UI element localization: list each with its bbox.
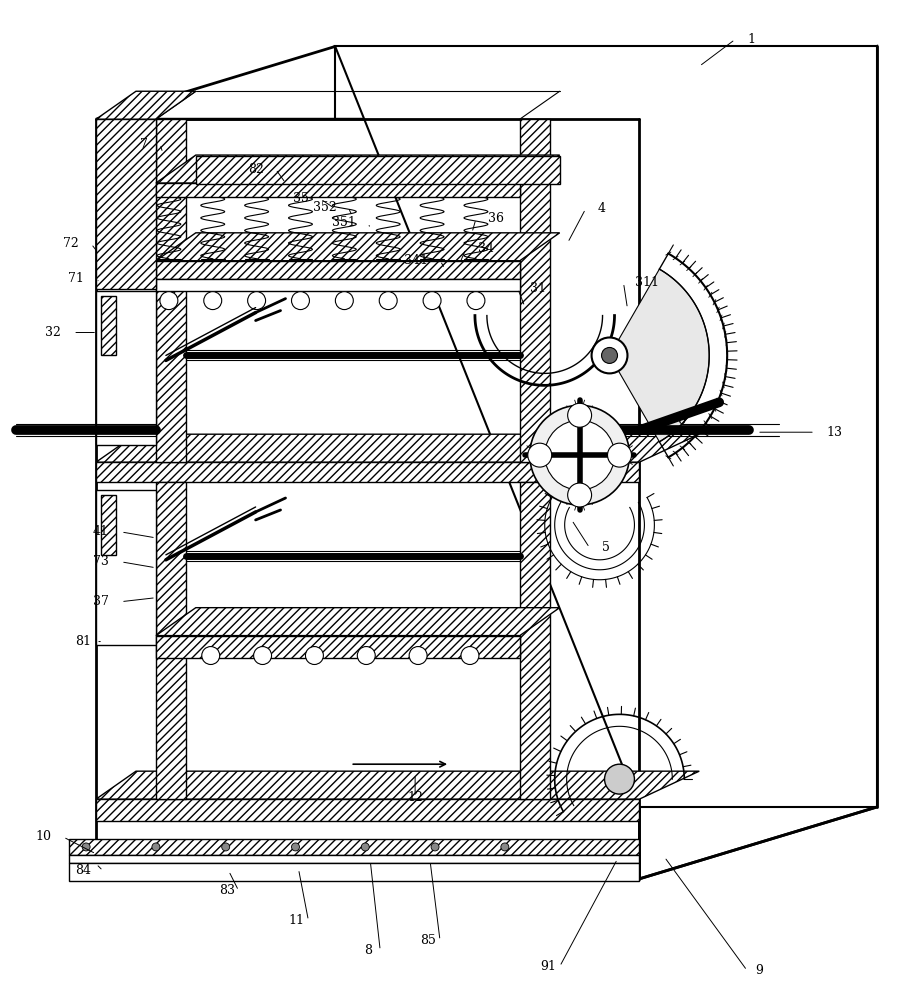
Text: 83: 83 <box>218 884 235 897</box>
Text: 34: 34 <box>478 242 494 255</box>
Text: 84: 84 <box>76 864 91 877</box>
Circle shape <box>336 292 353 310</box>
Circle shape <box>592 337 628 373</box>
Bar <box>69 839 640 855</box>
Text: 91: 91 <box>540 960 556 973</box>
Circle shape <box>152 843 160 851</box>
Text: 36: 36 <box>488 212 504 225</box>
Circle shape <box>379 292 397 310</box>
Text: 5: 5 <box>602 541 610 554</box>
Circle shape <box>202 647 219 664</box>
Bar <box>96 119 156 289</box>
Text: 8: 8 <box>364 944 372 957</box>
Text: 311: 311 <box>635 276 660 289</box>
Text: 71: 71 <box>68 272 84 285</box>
Circle shape <box>545 420 614 490</box>
Text: 81: 81 <box>76 635 91 648</box>
Polygon shape <box>610 269 709 442</box>
Bar <box>156 119 186 462</box>
Text: 41: 41 <box>93 525 109 538</box>
Text: 6: 6 <box>677 414 685 427</box>
Text: 9: 9 <box>755 964 763 977</box>
Circle shape <box>568 483 592 507</box>
Circle shape <box>501 843 509 851</box>
Circle shape <box>530 405 630 505</box>
Text: 32: 32 <box>46 326 61 339</box>
Bar <box>69 863 640 881</box>
Polygon shape <box>156 608 560 636</box>
Bar <box>156 183 520 197</box>
Circle shape <box>608 443 632 467</box>
Text: 13: 13 <box>827 426 843 439</box>
Bar <box>520 482 550 799</box>
Circle shape <box>160 292 177 310</box>
Text: 4: 4 <box>598 202 605 215</box>
Circle shape <box>461 647 479 664</box>
Bar <box>96 462 640 482</box>
Circle shape <box>361 843 369 851</box>
Circle shape <box>467 292 485 310</box>
Polygon shape <box>96 46 876 119</box>
Circle shape <box>528 443 551 467</box>
Circle shape <box>410 647 427 664</box>
Text: 72: 72 <box>64 237 79 250</box>
Circle shape <box>248 292 266 310</box>
Text: 85: 85 <box>420 934 436 947</box>
Bar <box>520 119 550 462</box>
Bar <box>156 279 520 291</box>
Circle shape <box>358 647 375 664</box>
Text: 351: 351 <box>332 216 357 229</box>
Polygon shape <box>156 155 560 183</box>
Circle shape <box>291 292 309 310</box>
Bar <box>96 799 640 821</box>
Polygon shape <box>96 771 699 799</box>
Circle shape <box>291 843 299 851</box>
Text: 10: 10 <box>35 830 51 843</box>
Text: 352: 352 <box>313 201 337 214</box>
Circle shape <box>82 843 90 851</box>
Circle shape <box>602 347 618 363</box>
Bar <box>156 261 520 279</box>
Circle shape <box>604 764 634 794</box>
Bar <box>96 291 156 445</box>
Text: 11: 11 <box>288 914 305 927</box>
Text: 37: 37 <box>93 595 109 608</box>
Text: 7: 7 <box>140 138 148 151</box>
Circle shape <box>222 843 229 851</box>
Circle shape <box>306 647 323 664</box>
Circle shape <box>254 647 271 664</box>
Circle shape <box>423 292 441 310</box>
Text: 341: 341 <box>404 254 428 267</box>
Bar <box>101 296 116 355</box>
Bar <box>156 636 520 658</box>
Polygon shape <box>96 434 699 462</box>
Text: 73: 73 <box>93 555 109 568</box>
Text: 1: 1 <box>747 33 755 46</box>
Bar <box>96 490 156 645</box>
Text: 12: 12 <box>407 791 423 804</box>
Polygon shape <box>96 91 196 119</box>
Circle shape <box>204 292 222 310</box>
Bar <box>101 495 116 555</box>
Circle shape <box>431 843 439 851</box>
Polygon shape <box>336 46 876 807</box>
Bar <box>69 855 640 863</box>
Text: 82: 82 <box>248 163 264 176</box>
Bar <box>196 156 560 184</box>
Text: 31: 31 <box>530 282 546 295</box>
Text: 35: 35 <box>293 192 308 205</box>
Bar <box>156 482 186 799</box>
Polygon shape <box>156 233 560 261</box>
Polygon shape <box>640 46 876 879</box>
Circle shape <box>568 403 592 427</box>
